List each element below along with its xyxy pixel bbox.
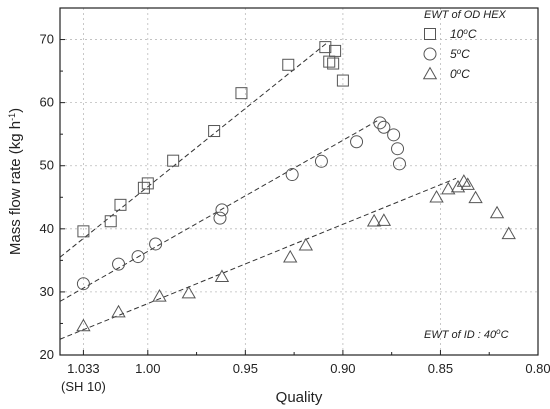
data-point-circle [131,250,145,264]
data-point-square [114,198,127,211]
x-tick-label: 0.80 [525,361,550,376]
plot-frame [59,7,539,356]
legend-title: EWT of OD HEX [424,9,507,21]
x-tick-label: 0.85 [428,361,453,376]
y-tick-label: 60 [40,95,54,110]
legend-label: 5oC [450,47,470,62]
legend-marker-square [424,28,436,40]
fit-line-triangle [59,177,457,340]
data-point-circle [112,257,126,271]
legend-label-degree: o [463,27,468,36]
data-point-circle [350,135,364,149]
y-tick-label: 20 [40,347,54,362]
data-point-triangle [468,190,483,204]
data-point-triangle [501,226,516,240]
data-point-circle [314,154,328,168]
y-axis-title-sup: -1 [7,113,17,121]
fit-line-square [59,42,328,258]
y-tick-label: 70 [40,32,54,47]
data-point-circle [391,142,405,156]
x-tick-label: 0.95 [233,361,258,376]
data-point-square [329,44,342,57]
legend-label-value: 10 [450,27,464,41]
y-axis-title-close: ) [7,108,24,113]
data-point-triangle [376,213,392,226]
y-tick-label: 40 [40,221,54,236]
data-point-triangle [298,237,314,251]
data-point-square [167,154,180,167]
x-tick-label: 1.033 [67,361,100,376]
fit-lines [59,42,457,340]
data-point-triangle [489,205,505,219]
y-axis-title: Mass flow rate (kg h-1) [7,108,24,255]
legend-label-unit: C [468,27,477,41]
data-point-square [336,74,349,87]
data-point-square [235,87,248,100]
annotation-main: EWT of ID : 40 [424,329,497,341]
x-tick-label: 0.90 [330,361,355,376]
legend-marker-circle [423,47,437,61]
data-points [76,41,516,332]
legend-label-degree: o [457,47,462,56]
legend-label: 10oC [450,27,477,42]
y-tick-label: 50 [40,158,54,173]
data-point-circle [215,203,229,217]
data-point-square [319,41,332,54]
legend-marker-triangle [422,66,438,80]
data-point-square [327,57,340,70]
data-point-triangle [441,181,456,195]
legend-label-value: 0 [450,67,457,81]
data-point-triangle [283,249,298,263]
annotation-unit: C [501,329,509,341]
data-point-square [141,177,154,190]
data-point-triangle [366,213,382,227]
data-point-triangle [76,318,91,332]
data-point-circle [392,157,406,171]
x-tick-sublabel: (SH 10) [61,379,106,394]
data-point-square [282,58,295,71]
data-point-triangle [456,174,472,187]
data-point-triangle [181,285,196,299]
y-axis-title-main: Mass flow rate (kg h [7,121,24,255]
data-point-circle [213,211,227,225]
data-point-square [137,181,150,194]
ewt-id-annotation: EWT of ID : 40oC [424,327,509,342]
data-point-circle [149,237,163,251]
data-point-square [77,225,90,238]
legend-label-degree: o [457,67,462,76]
x-axis-title: Quality [276,389,323,406]
data-point-circle [285,168,299,182]
data-point-triangle [214,269,230,283]
legend-label: 0oC [450,67,470,82]
data-point-circle [373,116,387,130]
annotation-sup: o [496,327,501,336]
data-point-circle [377,120,391,134]
legend-label-unit: C [461,67,470,81]
x-tick-label: 1.00 [135,361,160,376]
data-point-square [208,125,221,138]
data-point-circle [76,277,90,291]
legend-label-unit: C [461,47,470,61]
y-tick-label: 30 [40,284,54,299]
fit-line-circle [59,119,379,302]
data-point-circle [387,128,401,142]
data-point-triangle [152,288,167,302]
legend-label-value: 5 [450,47,457,61]
axis-ticks [60,39,539,356]
data-point-square [104,215,117,228]
data-point-triangle [460,177,475,190]
data-point-triangle [429,189,444,203]
data-point-triangle [111,304,126,318]
